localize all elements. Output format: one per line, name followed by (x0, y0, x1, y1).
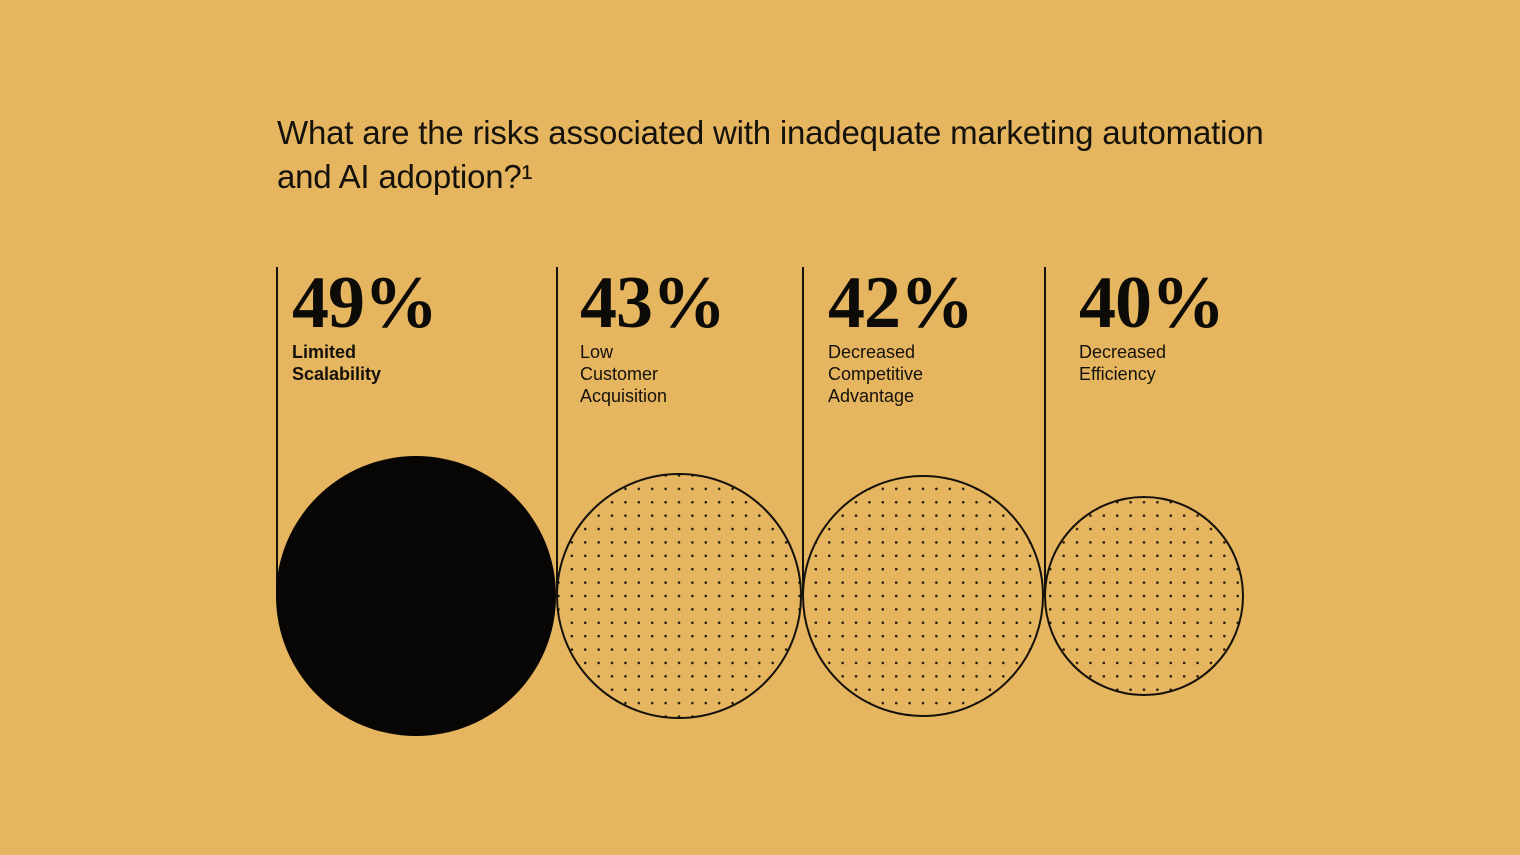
column-rule-4 (1044, 267, 1046, 596)
stat-value: 49% (292, 262, 438, 344)
stat-limited-scalability: 49% Limited Scalability (292, 262, 438, 385)
stat-decreased-competitive-advantage: 42% Decreased Competitive Advantage (828, 262, 974, 407)
bubble-49-solid (276, 456, 556, 736)
bubble-40-dotted (1044, 496, 1244, 696)
stat-decreased-efficiency: 40% Decreased Efficiency (1079, 262, 1225, 385)
stat-label: Limited Scalability (292, 342, 382, 384)
bubble-42-dotted (802, 475, 1044, 717)
column-rule-2 (556, 267, 558, 596)
infographic-title: What are the risks associated with inade… (277, 114, 1264, 195)
stat-label: Decreased Competitive Advantage (828, 342, 924, 406)
stat-label: Low Customer Acquisition (580, 342, 668, 406)
stat-value: 40% (1079, 262, 1225, 344)
stat-value: 42% (828, 262, 974, 344)
bubble-43-dotted (556, 473, 802, 719)
column-rule-1 (276, 267, 278, 596)
stat-label: Decreased Efficiency (1079, 342, 1167, 384)
stat-value: 43% (580, 262, 726, 344)
column-rule-3 (802, 267, 804, 596)
stat-low-customer-acquisition: 43% Low Customer Acquisition (580, 262, 726, 407)
